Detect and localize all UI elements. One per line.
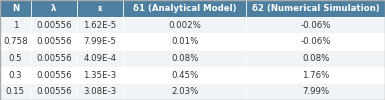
- Text: 7.99%: 7.99%: [302, 87, 329, 96]
- Text: 0.758: 0.758: [3, 37, 28, 46]
- Text: 1: 1: [13, 20, 18, 30]
- Text: 0.45%: 0.45%: [171, 70, 199, 80]
- Text: 0.01%: 0.01%: [171, 37, 199, 46]
- Bar: [246, 0, 385, 17]
- Text: N: N: [12, 4, 19, 13]
- Bar: [123, 50, 246, 67]
- Text: 0.00556: 0.00556: [36, 20, 72, 30]
- Text: 0.08%: 0.08%: [171, 54, 199, 63]
- Bar: [77, 0, 123, 17]
- Text: 4.09E-4: 4.09E-4: [84, 54, 117, 63]
- Text: λ: λ: [51, 4, 57, 13]
- Bar: [123, 67, 246, 83]
- Bar: [31, 67, 77, 83]
- Text: 1.76%: 1.76%: [302, 70, 330, 80]
- Bar: [77, 83, 123, 100]
- Bar: [0, 33, 31, 50]
- Text: 0.00556: 0.00556: [36, 70, 72, 80]
- Bar: [246, 83, 385, 100]
- Bar: [246, 67, 385, 83]
- Text: 0.00556: 0.00556: [36, 87, 72, 96]
- Text: 0.08%: 0.08%: [302, 54, 330, 63]
- Text: δ1 (Analytical Model): δ1 (Analytical Model): [133, 4, 236, 13]
- Bar: [123, 83, 246, 100]
- Bar: [31, 0, 77, 17]
- Text: 1.62E-5: 1.62E-5: [84, 20, 117, 30]
- Bar: [31, 33, 77, 50]
- Text: ε: ε: [98, 4, 102, 13]
- Bar: [123, 17, 246, 33]
- Text: δ2 (Numerical Simulation): δ2 (Numerical Simulation): [252, 4, 380, 13]
- Bar: [123, 33, 246, 50]
- Bar: [0, 17, 31, 33]
- Bar: [0, 0, 31, 17]
- Bar: [246, 50, 385, 67]
- Bar: [77, 67, 123, 83]
- Text: -0.06%: -0.06%: [300, 37, 331, 46]
- Bar: [0, 67, 31, 83]
- Bar: [246, 33, 385, 50]
- Text: -0.06%: -0.06%: [300, 20, 331, 30]
- Text: 0.3: 0.3: [8, 70, 22, 80]
- Bar: [123, 0, 246, 17]
- Bar: [31, 17, 77, 33]
- Bar: [0, 83, 31, 100]
- Text: 0.00556: 0.00556: [36, 54, 72, 63]
- Text: 2.03%: 2.03%: [171, 87, 199, 96]
- Text: 7.99E-5: 7.99E-5: [84, 37, 117, 46]
- Bar: [77, 50, 123, 67]
- Bar: [31, 83, 77, 100]
- Bar: [31, 50, 77, 67]
- Text: 1.35E-3: 1.35E-3: [84, 70, 117, 80]
- Bar: [246, 17, 385, 33]
- Text: 0.002%: 0.002%: [168, 20, 201, 30]
- Text: 3.08E-3: 3.08E-3: [84, 87, 117, 96]
- Text: 0.00556: 0.00556: [36, 37, 72, 46]
- Bar: [77, 17, 123, 33]
- Text: 0.5: 0.5: [8, 54, 22, 63]
- Text: 0.15: 0.15: [6, 87, 25, 96]
- Bar: [77, 33, 123, 50]
- Bar: [0, 50, 31, 67]
